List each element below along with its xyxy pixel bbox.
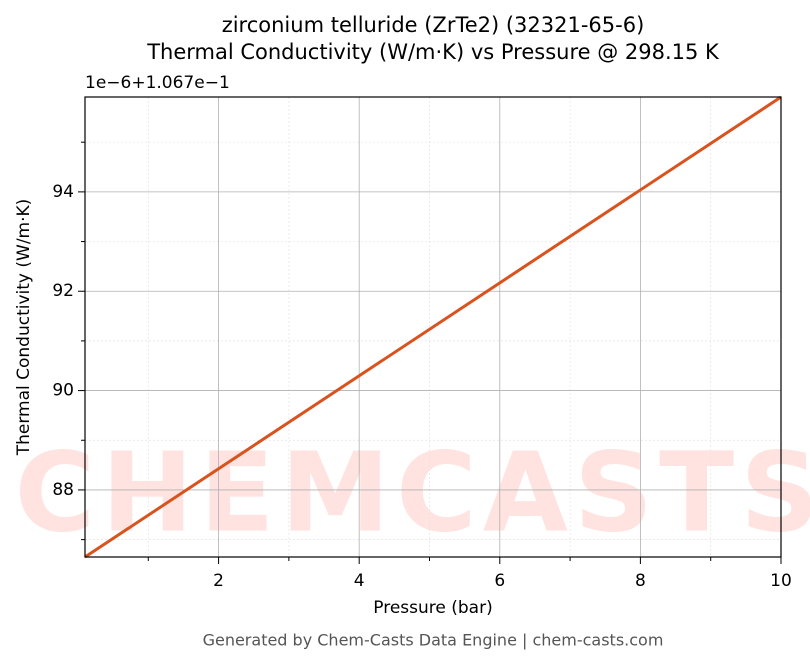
chart-subtitle: Thermal Conductivity (W/m·K) vs Pressure… xyxy=(146,40,720,64)
x-tick-label: 6 xyxy=(494,571,505,591)
y-tick-label: 90 xyxy=(52,381,74,401)
x-tick-label: 8 xyxy=(635,571,646,591)
x-tick-label: 2 xyxy=(213,571,224,591)
y-tick-label: 94 xyxy=(52,182,74,202)
y-tick-label: 92 xyxy=(52,281,74,301)
y-axis-label: Thermal Conductivity (W/m·K) xyxy=(14,199,34,457)
y-tick-label: 88 xyxy=(52,480,74,500)
x-axis-label: Pressure (bar) xyxy=(373,598,492,618)
watermark: CHEMCASTS xyxy=(15,428,810,556)
y-offset-label: 1e−6+1.067e−1 xyxy=(85,73,230,93)
data-line xyxy=(84,95,782,559)
plot-frame xyxy=(84,96,782,558)
chart-title: zirconium telluride (ZrTe2) (32321-65-6) xyxy=(222,13,645,37)
x-tick-label: 4 xyxy=(354,571,365,591)
footer: Generated by Chem-Casts Data Engine | ch… xyxy=(203,631,664,650)
x-tick-label: 10 xyxy=(770,571,792,591)
